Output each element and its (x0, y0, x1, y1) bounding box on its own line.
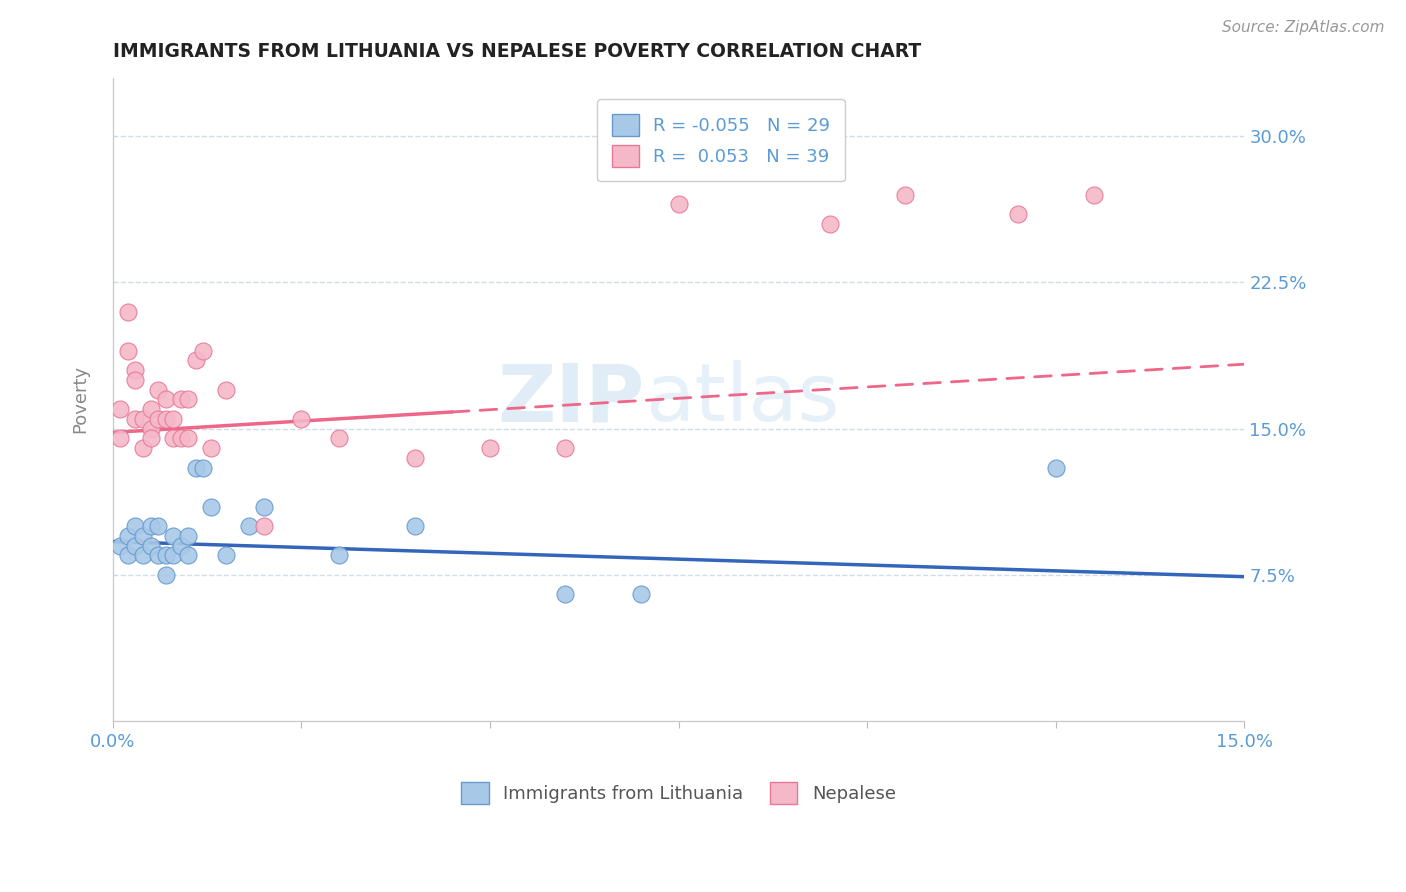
Point (124, 373, 146, 387)
Point (146, 383, 169, 397)
Point (290, 411, 312, 425)
Point (894, 187, 917, 202)
Point (554, 587, 576, 601)
Point (668, 197, 690, 211)
Point (193, 343, 215, 358)
Point (155, 567, 177, 582)
Point (162, 529, 184, 543)
Point (328, 431, 350, 445)
Point (139, 421, 162, 435)
Point (1007, 207, 1029, 221)
Point (110, 539, 132, 553)
Point (117, 304, 139, 318)
Text: ZIP: ZIP (498, 360, 645, 438)
Point (238, 519, 260, 533)
Point (155, 411, 177, 425)
Point (170, 392, 193, 407)
Point (215, 548, 238, 562)
Point (177, 431, 200, 445)
Point (215, 383, 238, 397)
Point (139, 539, 162, 553)
Point (162, 431, 184, 445)
Point (110, 431, 132, 445)
Point (139, 519, 162, 533)
Point (404, 519, 426, 533)
Point (132, 529, 155, 543)
Point (162, 548, 184, 562)
Point (554, 441, 576, 455)
Point (139, 431, 162, 445)
Point (479, 441, 502, 455)
Point (177, 548, 200, 562)
Point (328, 548, 350, 562)
Point (780, 158, 803, 172)
Point (117, 529, 139, 543)
Point (184, 353, 207, 368)
Point (184, 460, 207, 475)
Point (162, 411, 184, 425)
Point (155, 548, 177, 562)
Point (132, 441, 155, 455)
Point (177, 392, 200, 407)
Point (704, 129, 727, 144)
Point (253, 519, 276, 533)
Point (170, 431, 193, 445)
Point (1083, 187, 1105, 202)
Legend: Immigrants from Lithuania, Nepalese: Immigrants from Lithuania, Nepalese (454, 775, 903, 812)
Point (110, 402, 132, 417)
Point (124, 539, 146, 553)
Point (404, 450, 426, 465)
Point (132, 548, 155, 562)
Point (630, 587, 652, 601)
Point (1045, 460, 1067, 475)
Text: atlas: atlas (645, 360, 839, 438)
Text: Source: ZipAtlas.com: Source: ZipAtlas.com (1222, 20, 1385, 35)
Point (139, 402, 162, 417)
Point (818, 217, 841, 231)
Point (146, 519, 169, 533)
Point (200, 441, 222, 455)
Point (146, 548, 169, 562)
Point (117, 548, 139, 562)
Point (124, 411, 146, 425)
Point (146, 411, 169, 425)
Text: IMMIGRANTS FROM LITHUANIA VS NEPALESE POVERTY CORRELATION CHART: IMMIGRANTS FROM LITHUANIA VS NEPALESE PO… (112, 42, 921, 61)
Point (170, 539, 193, 553)
Point (200, 500, 222, 514)
Point (155, 392, 177, 407)
Point (124, 519, 146, 533)
Y-axis label: Poverty: Poverty (72, 365, 89, 434)
Point (132, 411, 155, 425)
Point (253, 500, 276, 514)
Point (193, 460, 215, 475)
Point (177, 529, 200, 543)
Point (117, 343, 139, 358)
Point (124, 363, 146, 377)
